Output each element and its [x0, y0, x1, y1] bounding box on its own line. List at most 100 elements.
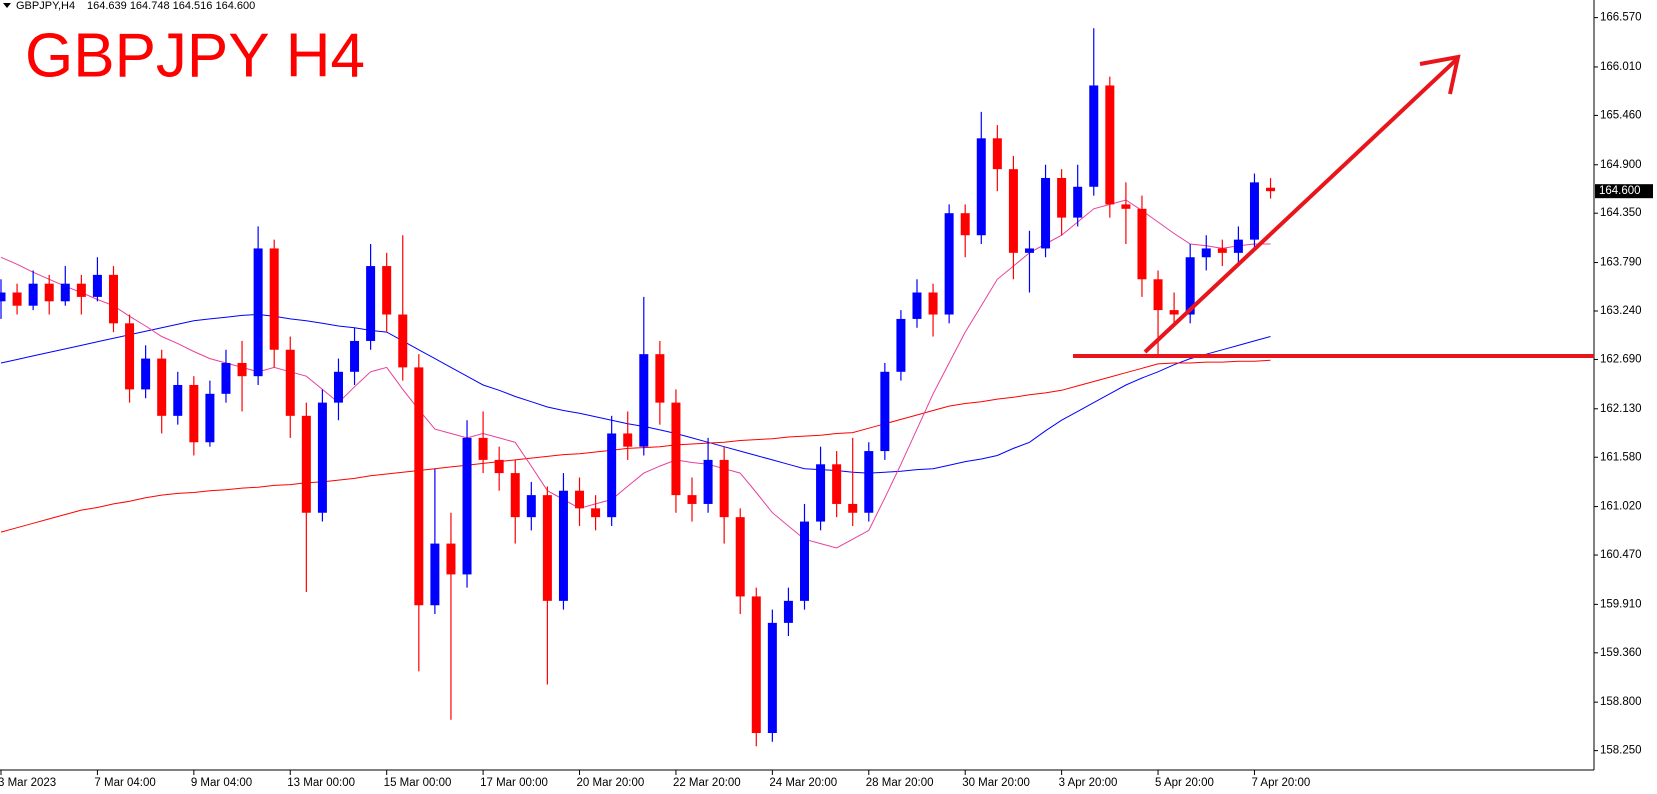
x-tick-label: 13 Mar 00:00: [287, 777, 355, 789]
candle-body: [269, 248, 279, 350]
candle-body: [382, 266, 392, 315]
candle-body: [944, 213, 954, 315]
candle-body: [816, 464, 826, 522]
y-tick-label: 159.910: [1600, 598, 1642, 610]
candle-body: [350, 340, 360, 372]
candle-body: [607, 433, 617, 518]
candle-body: [60, 283, 70, 302]
candle-body: [832, 464, 842, 504]
candle-body: [366, 266, 376, 341]
candle-body: [253, 248, 263, 377]
x-tick-label: 20 Mar 20:00: [577, 777, 645, 789]
y-tick-label: 163.790: [1600, 257, 1642, 269]
candle-body: [430, 543, 440, 606]
candle-body: [1233, 239, 1243, 253]
x-tick-label: 5 Apr 20:00: [1155, 777, 1214, 789]
candle-body: [76, 283, 86, 297]
candle-body: [12, 292, 22, 306]
candle-body: [896, 318, 906, 372]
candle-body: [173, 385, 183, 416]
candle-body: [92, 274, 102, 297]
moving-average: [0, 199, 1271, 549]
x-tick-label: 3 Mar 2023: [0, 777, 56, 789]
candle-body: [108, 274, 118, 324]
x-tick-label: 3 Apr 20:00: [1059, 777, 1118, 789]
candle-body: [0, 292, 6, 302]
y-tick-label: 161.020: [1600, 501, 1642, 513]
candle-body: [237, 362, 247, 377]
y-tick-label: 166.570: [1600, 12, 1642, 24]
candle-body: [1217, 248, 1227, 253]
x-tick-label: 15 Mar 00:00: [384, 777, 452, 789]
candle-body: [703, 459, 713, 504]
candle-body: [446, 543, 456, 575]
moving-average: [0, 359, 1271, 533]
candle-body: [1153, 279, 1163, 311]
candle-body: [1024, 248, 1034, 253]
candle-body: [398, 314, 408, 368]
candle-body: [880, 371, 890, 452]
candle-body: [864, 451, 874, 513]
menu-triangle: [3, 3, 11, 8]
candle-body: [1169, 310, 1179, 315]
candle-body: [1185, 257, 1195, 315]
candle-body: [1266, 187, 1276, 192]
arrow-head: [1419, 54, 1461, 95]
x-tick-label: 7 Apr 20:00: [1251, 777, 1310, 789]
candle-body: [767, 622, 777, 733]
candle-body: [976, 138, 986, 236]
candle-body: [510, 473, 520, 518]
candle-body: [575, 490, 585, 509]
y-tick-label: 163.240: [1600, 305, 1642, 317]
candle-body: [526, 495, 536, 518]
candle-body: [44, 283, 54, 302]
y-tick-label: 164.900: [1600, 159, 1642, 171]
candle-body: [783, 600, 793, 623]
y-tick-label: 161.580: [1600, 451, 1642, 463]
candle-body: [928, 292, 938, 315]
price-tag-label: 164.600: [1599, 185, 1641, 197]
candle-body: [542, 495, 552, 601]
candle-body: [735, 517, 745, 597]
candle-body: [221, 362, 231, 394]
x-tick-label: 22 Mar 20:00: [673, 777, 741, 789]
candle-body: [1249, 182, 1259, 240]
y-tick-label: 160.470: [1600, 549, 1642, 561]
candle-body: [800, 521, 809, 601]
candle-body: [1201, 248, 1211, 258]
candle-body: [751, 596, 761, 733]
candle-body: [1057, 177, 1067, 218]
candle-body: [1073, 186, 1083, 218]
candle-body: [1105, 85, 1115, 205]
candle-body: [125, 323, 135, 390]
quote: 164.639 164.748 164.516 164.600: [87, 0, 255, 12]
candle-body: [671, 402, 681, 496]
x-tick-label: 24 Mar 20:00: [769, 777, 837, 789]
y-tick-label: 162.130: [1600, 403, 1642, 415]
x-tick-label: 28 Mar 20:00: [866, 777, 934, 789]
candle-body: [494, 459, 504, 474]
y-tick-label: 158.250: [1600, 745, 1642, 757]
annotations: [1073, 54, 1594, 358]
y-tick-label: 164.350: [1600, 207, 1642, 219]
candle-body: [28, 283, 38, 306]
candle-body: [317, 402, 327, 513]
candle-body: [1041, 177, 1051, 249]
candle-body: [333, 371, 343, 403]
candle-body: [205, 393, 215, 443]
candle-body: [141, 358, 151, 390]
candle-body: [1137, 208, 1147, 280]
x-tick-label: 9 Mar 04:00: [191, 777, 252, 789]
x-tick-label: 7 Mar 04:00: [94, 777, 155, 789]
candle-body: [1008, 169, 1018, 253]
candle-body: [157, 358, 167, 416]
candle-body: [655, 354, 665, 403]
candle-body: [639, 354, 649, 447]
y-tick-label: 165.460: [1600, 109, 1642, 121]
x-tick-label: 30 Mar 20:00: [962, 777, 1030, 789]
y-tick-label: 159.360: [1600, 647, 1642, 659]
trend-arrow: [1143, 58, 1458, 354]
candle-body: [591, 508, 601, 518]
